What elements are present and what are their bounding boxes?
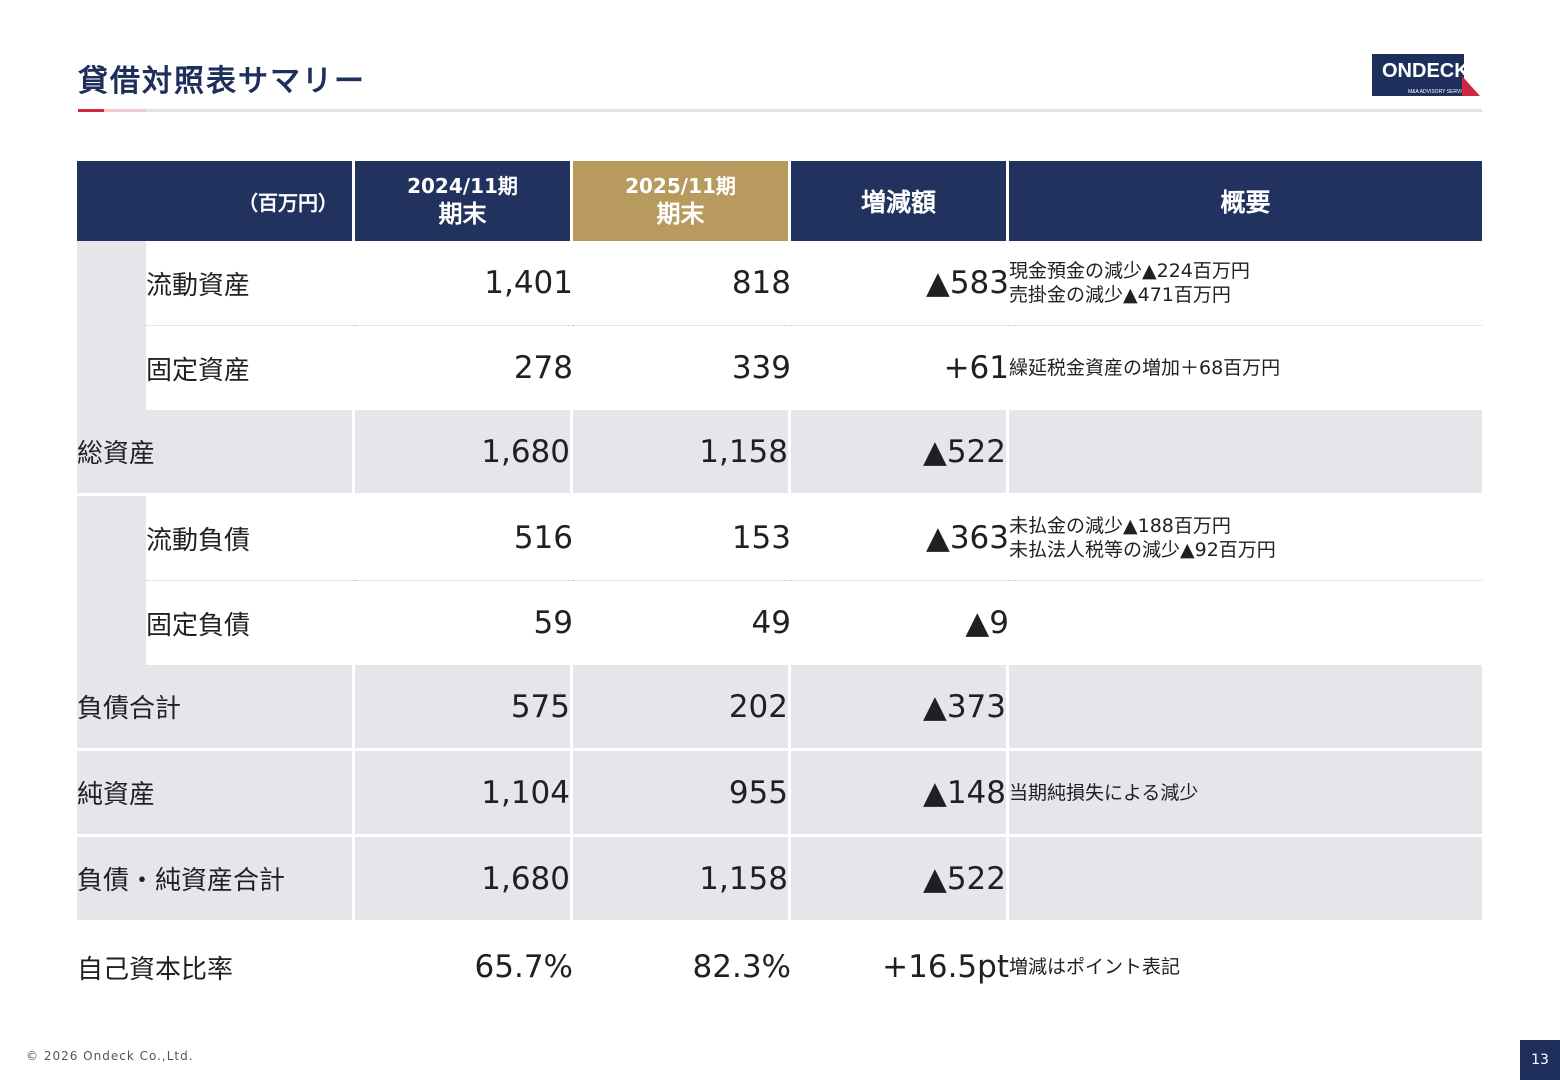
value-2025: 818 [573, 241, 791, 326]
value-2025: 202 [573, 665, 791, 751]
row-label: 負債・純資産合計 [77, 837, 355, 923]
value-2025: 153 [573, 496, 791, 581]
page-number: 13 [1520, 1040, 1560, 1080]
value-change: +61 [791, 326, 1009, 410]
value-2025: 339 [573, 326, 791, 410]
row-label: 負債合計 [77, 665, 355, 751]
title-accent-bar [78, 109, 104, 112]
header-change: 増減額 [791, 161, 1009, 241]
note-line-1: 現金預金の減少▲224百万円 [1009, 260, 1250, 282]
note-line-1: 繰延税金資産の増加＋68百万円 [1009, 357, 1281, 379]
value-change: ▲583 [791, 241, 1009, 326]
row-note: 未払金の減少▲188百万円 未払法人税等の減少▲92百万円 [1009, 496, 1482, 581]
row-note: 当期純損失による減少 [1009, 751, 1482, 837]
table-row-liabilities-and-net-assets: 負債・純資産合計 1,680 1,158 ▲522 [77, 837, 1482, 923]
value-change: ▲522 [791, 410, 1009, 496]
note-line-1: 未払金の減少▲188百万円 [1009, 515, 1231, 537]
table-row-equity-ratio: 自己資本比率 65.7% 82.3% +16.5pt 増減はポイント表記 [77, 923, 1482, 1011]
note-line-2: 未払法人税等の減少▲92百万円 [1009, 539, 1276, 561]
ondeck-logo: ONDECK M&A ADVISORY SERVICE [1372, 54, 1482, 98]
value-2025: 49 [573, 581, 791, 665]
value-change: ▲148 [791, 751, 1009, 837]
row-note [1009, 581, 1482, 665]
value-change: +16.5pt [791, 923, 1009, 1011]
table-header-row: （百万円） 2024/11期 期末 2025/11期 期末 増減額 概要 [77, 161, 1482, 241]
logo-box: ONDECK M&A ADVISORY SERVICE [1372, 54, 1469, 96]
table-row-total-assets: 総資産 1,680 1,158 ▲522 [77, 410, 1482, 496]
value-2024: 516 [355, 496, 573, 581]
row-note [1009, 665, 1482, 751]
header-2025: 2025/11期 期末 [573, 161, 791, 241]
note-line-1: 当期純損失による減少 [1009, 781, 1199, 804]
header-2024: 2024/11期 期末 [355, 161, 573, 241]
row-label: 流動資産 [146, 241, 355, 326]
header-2024-end: 期末 [438, 199, 487, 228]
row-label: 総資産 [77, 410, 355, 496]
row-note [1009, 837, 1482, 923]
value-2024: 1,680 [355, 410, 573, 496]
row-note [1009, 410, 1482, 496]
value-2024: 575 [355, 665, 573, 751]
value-2024: 59 [355, 581, 573, 665]
page-title: 貸借対照表サマリー [78, 64, 366, 99]
value-2025: 955 [573, 751, 791, 837]
row-label: 自己資本比率 [77, 923, 355, 1011]
logo-word: ONDECK [1382, 60, 1469, 82]
table-row-fixed-liabilities: 固定負債 59 49 ▲9 [77, 581, 1482, 665]
value-2025: 1,158 [573, 410, 791, 496]
value-2025: 1,158 [573, 837, 791, 923]
table-row-current-liabilities: 流動負債 516 153 ▲363 未払金の減少▲188百万円 未払法人税等の減… [77, 496, 1482, 665]
value-change: ▲363 [791, 496, 1009, 581]
value-2024: 1,680 [355, 837, 573, 923]
value-2024: 65.7% [355, 923, 573, 1011]
header-2024-period: 2024/11期 [407, 173, 518, 198]
title-divider [78, 109, 1482, 112]
row-label: 純資産 [77, 751, 355, 837]
header-summary: 概要 [1009, 161, 1482, 241]
note-line-2: 売掛金の減少▲471百万円 [1009, 284, 1231, 306]
value-change: ▲373 [791, 665, 1009, 751]
header-2025-period: 2025/11期 [625, 173, 736, 198]
row-note: 増減はポイント表記 [1009, 923, 1482, 1011]
table-row-fixed-assets: 固定資産 278 339 +61 繰延税金資産の増加＋68百万円 [77, 326, 1482, 410]
balance-sheet-table: （百万円） 2024/11期 期末 2025/11期 期末 増減額 概要 流動資… [77, 161, 1482, 1011]
row-label: 固定資産 [146, 326, 355, 410]
value-2024: 1,401 [355, 241, 573, 326]
value-2024: 278 [355, 326, 573, 410]
note-line-1: 増減はポイント表記 [1009, 956, 1181, 978]
row-note: 現金預金の減少▲224百万円 売掛金の減少▲471百万円 [1009, 241, 1482, 326]
table-row-total-liabilities: 負債合計 575 202 ▲373 [77, 665, 1482, 751]
logo-subtitle: M&A ADVISORY SERVICE [1408, 89, 1469, 95]
copyright: © 2026 Ondeck Co.,Ltd. [26, 1049, 194, 1063]
title-accent-bar-light [104, 109, 146, 112]
unit-header: （百万円） [77, 161, 355, 241]
value-change: ▲522 [791, 837, 1009, 923]
indent-cell [77, 496, 146, 665]
row-label: 流動負債 [146, 496, 355, 581]
value-2024: 1,104 [355, 751, 573, 837]
value-2025: 82.3% [573, 923, 791, 1011]
row-label: 固定負債 [146, 581, 355, 665]
table-row-current-assets: 流動資産 1,401 818 ▲583 現金預金の減少▲224百万円 売掛金の減… [77, 241, 1482, 410]
header-2025-end: 期末 [656, 199, 705, 228]
row-note: 繰延税金資産の増加＋68百万円 [1009, 326, 1482, 410]
table-row-net-assets: 純資産 1,104 955 ▲148 当期純損失による減少 [77, 751, 1482, 837]
indent-cell [77, 241, 146, 410]
logo-flag-icon [1462, 76, 1480, 96]
value-change: ▲9 [791, 581, 1009, 665]
